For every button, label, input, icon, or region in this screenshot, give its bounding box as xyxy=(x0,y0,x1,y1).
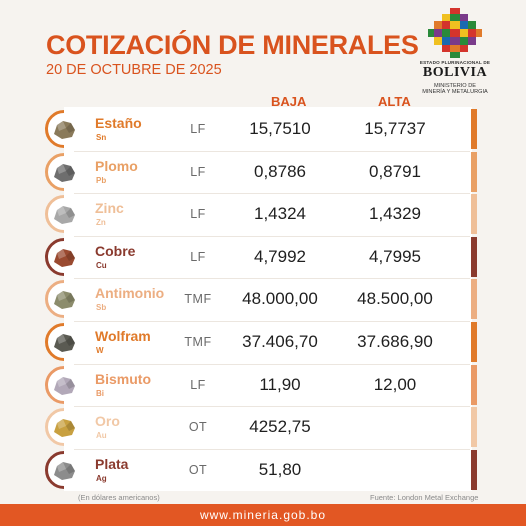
mineral-image xyxy=(45,110,83,148)
mineral-name: Bismuto xyxy=(95,370,151,387)
mineral-symbol: Bi xyxy=(96,388,104,398)
mineral-symbol: Cu xyxy=(96,260,107,270)
mineral-color-bar xyxy=(471,322,477,362)
row-divider xyxy=(74,363,470,365)
bolivia-mosaic-icon xyxy=(428,8,482,58)
mineral-unit: TMF xyxy=(184,335,212,349)
mineral-image xyxy=(45,237,83,276)
mineral-symbol: Ag xyxy=(96,473,107,483)
row-divider xyxy=(74,278,470,280)
row-divider xyxy=(74,235,470,237)
price-high: 1,4329 xyxy=(369,204,421,224)
mineral-unit: OT xyxy=(188,462,208,477)
mineral-image xyxy=(45,280,83,319)
mineral-row: Antimonio Sb TMF 48.000,00 48.500,00 xyxy=(0,278,482,320)
mineral-color-bar xyxy=(471,407,477,448)
price-low: 11,90 xyxy=(259,374,301,394)
mineral-symbol: W xyxy=(96,346,104,355)
price-high: 4,7995 xyxy=(369,246,421,266)
mineral-symbol: Pb xyxy=(96,175,107,185)
mineral-symbol: Au xyxy=(96,431,107,441)
price-table xyxy=(64,107,472,491)
mineral-unit: LF xyxy=(190,122,206,136)
logo-ministry-line2: MINERÍA Y METALURGIA xyxy=(422,89,488,96)
mineral-image xyxy=(45,408,83,447)
mineral-image xyxy=(45,152,83,191)
mineral-name: Plomo xyxy=(95,157,138,174)
mineral-row: Wolfram W TMF 37.406,70 37.686,90 xyxy=(0,321,482,363)
price-low: 1,4324 xyxy=(254,204,306,224)
mineral-row: Plomo Pb LF 0,8786 0,8791 xyxy=(0,150,482,193)
mineral-symbol: Sb xyxy=(96,303,107,313)
mineral-name: Plata xyxy=(95,455,129,472)
mineral-color-bar xyxy=(471,109,477,149)
mineral-name: Zinc xyxy=(95,200,124,217)
mineral-unit: TMF xyxy=(184,292,212,307)
footer-bar: www.mineria.gob.bo xyxy=(0,504,526,526)
mineral-color-bar xyxy=(471,236,477,277)
mineral-unit: LF xyxy=(190,207,206,222)
mineral-unit: LF xyxy=(190,164,206,179)
price-low: 51,80 xyxy=(258,459,302,479)
row-divider xyxy=(74,406,470,408)
price-low: 4252,75 xyxy=(249,417,311,437)
row-divider xyxy=(74,150,470,152)
price-low: 0,8786 xyxy=(254,161,306,181)
mineral-symbol: Sn xyxy=(96,133,107,142)
mineral-image xyxy=(45,195,83,234)
row-divider xyxy=(74,448,470,450)
mineral-color-bar xyxy=(471,151,477,192)
price-low: 48.000,00 xyxy=(242,289,318,309)
mineral-row: Bismuto Bi LF 11,90 12,00 xyxy=(0,363,482,406)
mineral-row: Estaño Sn LF 15,7510 15,7737 xyxy=(0,108,482,150)
price-high: 0,8791 xyxy=(369,161,421,181)
mineral-image xyxy=(45,365,83,404)
logo-ministry-line1: MINISTERIO DE xyxy=(434,83,476,89)
price-low: 37.406,70 xyxy=(242,332,318,351)
mineral-name: Antimonio xyxy=(95,285,165,302)
mineral-name: Estaño xyxy=(95,115,142,131)
currency-note: (En dólares americanos) xyxy=(78,493,160,502)
logo-country-text: BOLIVIA xyxy=(422,65,488,80)
logo-estado-text: ESTADO PLURINACIONAL DE xyxy=(419,60,491,65)
price-low: 4,7992 xyxy=(254,246,306,266)
row-divider xyxy=(74,321,470,322)
page-title: COTIZACIÓN DE MINERALES xyxy=(46,30,419,60)
price-high: 37.686,90 xyxy=(357,332,433,351)
mineral-row: Cobre Cu LF 4,7992 4,7995 xyxy=(0,235,482,278)
row-divider xyxy=(74,193,470,195)
logo-ministry-text: MINISTERIO DE MINERÍA Y METALURGIA xyxy=(412,83,498,95)
mineral-unit: OT xyxy=(188,420,208,435)
page-date: 20 DE OCTUBRE DE 2025 xyxy=(46,62,222,78)
ministry-logo: ESTADO PLURINACIONAL DE BOLIVIA MINISTER… xyxy=(412,8,498,98)
price-high: 12,00 xyxy=(373,374,417,394)
mineral-name: Wolfram xyxy=(95,328,151,344)
mineral-image xyxy=(45,323,83,361)
mineral-symbol: Zn xyxy=(96,218,106,228)
price-high: 48.500,00 xyxy=(357,289,433,309)
website-link[interactable]: www.mineria.gob.bo xyxy=(199,508,327,522)
column-header-low: BAJA xyxy=(271,94,307,109)
mineral-row: Plata Ag OT 51,80 xyxy=(0,448,482,491)
price-low: 15,7510 xyxy=(249,119,311,138)
price-high: 15,7737 xyxy=(364,119,426,138)
mineral-color-bar xyxy=(471,194,477,235)
mineral-color-bar xyxy=(471,279,477,320)
mineral-color-bar xyxy=(471,364,477,405)
source-note: Fuente: London Metal Exchange xyxy=(370,493,479,502)
mineral-unit: LF xyxy=(190,377,206,392)
mineral-unit: LF xyxy=(190,249,206,264)
mineral-name: Oro xyxy=(95,413,120,430)
mineral-row: Oro Au OT 4252,75 xyxy=(0,406,482,448)
mineral-name: Cobre xyxy=(95,242,136,259)
mineral-image xyxy=(45,450,83,489)
column-header-high: ALTA xyxy=(378,94,411,109)
mineral-color-bar xyxy=(471,449,477,490)
mineral-row: Zinc Zn LF 1,4324 1,4329 xyxy=(0,193,482,235)
